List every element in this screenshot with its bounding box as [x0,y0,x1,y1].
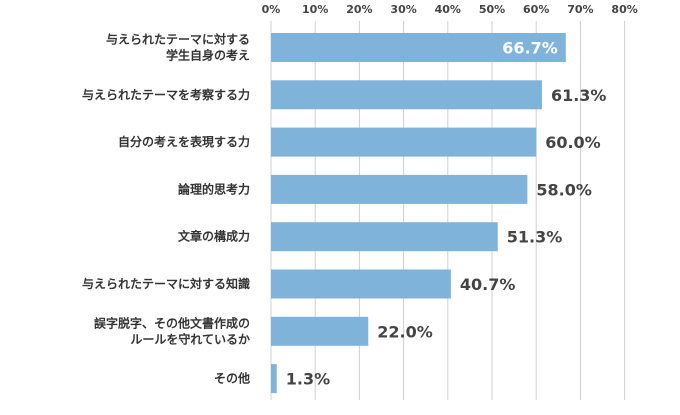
x-tick-label: 20% [346,3,372,16]
category-label: 論理的思考力 [178,181,250,196]
category-label: 与えられたテーマに対する [106,32,250,47]
value-label: 1.3% [286,370,330,389]
category-label: 学生自身の考え [166,48,250,63]
bar [271,174,528,204]
x-tick-label: 10% [302,3,328,16]
x-tick-label: 50% [479,3,505,16]
category-label: 自分の考えを表現する力 [118,134,250,149]
category-label: その他 [214,371,250,386]
bar [271,33,566,62]
category-label: 与えられたテーマを考察する力 [82,87,250,102]
category-label: 与えられたテーマに対する知識 [82,276,250,291]
value-label: 66.7% [502,39,558,58]
value-label: 51.3% [507,228,563,247]
value-label: 60.0% [545,133,601,152]
bar [271,127,537,157]
bar [271,316,369,346]
value-label: 22.0% [377,322,433,341]
bar [271,364,277,394]
x-tick-label: 60% [523,3,549,16]
x-tick-label: 80% [611,3,637,16]
category-label: ルールを守れているか [130,331,250,346]
bar [271,80,542,110]
value-label: 61.3% [551,86,607,105]
bar [271,222,498,252]
bar [271,269,451,299]
x-tick-label: 70% [567,3,593,16]
x-tick-label: 0% [262,3,281,16]
category-label: 誤字脱字、その他文書作成の [94,315,250,330]
x-tick-label: 30% [390,3,416,16]
category-label: 文章の構成力 [178,229,250,244]
x-tick-label: 40% [435,3,461,16]
value-label: 58.0% [536,180,592,199]
value-label: 40.7% [460,275,516,294]
